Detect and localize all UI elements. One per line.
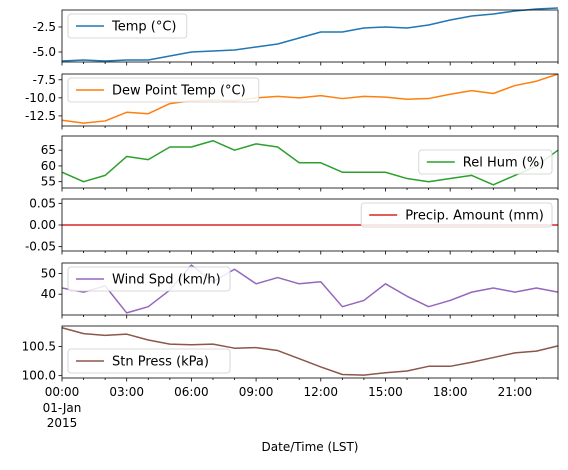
- y-tick-label-2-2: 55: [41, 175, 56, 189]
- y-tick-label-2-1: 60: [41, 159, 56, 173]
- y-tick-label-4-1: 40: [41, 287, 56, 301]
- x-date-label: 01-Jan: [43, 401, 82, 415]
- legend-box-1: [67, 77, 260, 103]
- y-tick-label-1-1: -10.0: [25, 91, 56, 105]
- legend-box-0: [67, 13, 188, 39]
- x-tick-label-1: 03:00: [109, 385, 144, 399]
- x-tick-label-0: 00:00: [45, 385, 80, 399]
- y-tick-label-1-2: -12.5: [25, 109, 56, 123]
- y-tick-label-3-0: 0.05: [29, 196, 56, 210]
- panel-frame-2: [61, 135, 559, 189]
- legend-label-1: Dew Point Temp (°C): [112, 84, 246, 99]
- panel-frame-4: [61, 262, 559, 316]
- y-tick-label-1-0: -7.5: [33, 73, 56, 87]
- legend-box-2: [418, 149, 553, 175]
- panel-frame-1: [61, 73, 559, 127]
- x-tick-label-3: 09:00: [239, 385, 274, 399]
- series-line-2: [61, 139, 559, 186]
- legend-label-0: Temp (°C): [111, 20, 177, 35]
- legend-box-3: [360, 202, 553, 228]
- panel-frame-0: [61, 9, 559, 63]
- y-tick-label-5-0: 100.5: [22, 339, 56, 353]
- x-tick-label-7: 21:00: [498, 385, 533, 399]
- x-axis-label: Date/Time (LST): [262, 440, 359, 454]
- series-line-0: [61, 7, 559, 62]
- x-year-label: 2015: [47, 416, 78, 430]
- series-line-4: [61, 264, 559, 314]
- y-tick-label-2-0: 65: [41, 143, 56, 157]
- panel-frame-5: [61, 325, 559, 379]
- y-tick-label-0-0: -2.5: [33, 20, 56, 34]
- legend-label-4: Wind Spd (km/h): [112, 273, 221, 288]
- y-tick-label-5-1: 100.0: [22, 369, 56, 383]
- legend-box-4: [67, 266, 231, 292]
- legend-label-3: Precip. Amount (mm): [405, 209, 544, 224]
- series-line-1: [61, 73, 559, 124]
- y-tick-label-3-1: 0.00: [29, 218, 56, 232]
- x-tick-label-4: 12:00: [303, 385, 338, 399]
- x-tick-label-2: 06:00: [174, 385, 209, 399]
- y-tick-label-4-0: 50: [41, 266, 56, 280]
- series-line-5: [61, 327, 559, 376]
- x-tick-label-6: 18:00: [433, 385, 468, 399]
- legend-label-5: Stn Press (kPa): [112, 355, 209, 370]
- y-tick-label-0-1: -5.0: [33, 45, 56, 59]
- legend-box-5: [67, 348, 231, 374]
- y-tick-label-3-2: -0.05: [25, 240, 56, 254]
- legend-label-2: Rel Hum (%): [463, 156, 545, 171]
- x-tick-label-5: 15:00: [368, 385, 403, 399]
